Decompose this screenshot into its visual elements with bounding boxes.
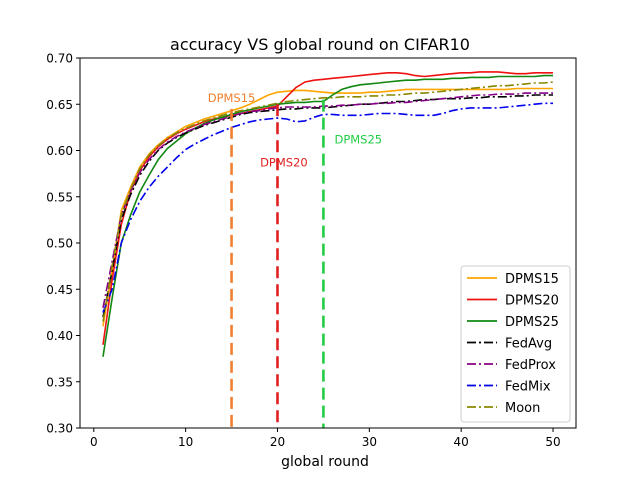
- x-tick-label: 40: [454, 435, 469, 449]
- legend-label-moon: Moon: [505, 401, 540, 416]
- x-tick-label: 50: [545, 435, 560, 449]
- x-tick-label: 0: [90, 435, 98, 449]
- series-line-dpms20: [102, 71, 553, 345]
- marker-label-dpms25: DPMS25: [334, 132, 382, 146]
- y-tick-label: 0.40: [46, 329, 73, 343]
- series-line-fedmix: [102, 102, 553, 313]
- marker-label-dpms20: DPMS20: [260, 156, 308, 170]
- y-axis: 0.30 0.35 0.40 0.45 0.50 0.55 0.60 0.65 0.70: [46, 52, 80, 436]
- x-axis-label: global round: [281, 454, 369, 470]
- series-line-moon: [102, 81, 554, 322]
- y-tick-label: 0.55: [46, 190, 73, 204]
- y-tick-label: 0.30: [46, 422, 73, 436]
- series-line-dpms25: [102, 74, 553, 357]
- series-layer: [102, 71, 554, 357]
- chart-title: accuracy VS global round on CIFAR10: [170, 35, 470, 54]
- annotation-layer: DPMS15 DPMS20 DPMS25: [208, 91, 382, 428]
- y-tick-label: 0.65: [46, 98, 73, 112]
- y-tick-label: 0.35: [46, 375, 73, 389]
- x-tick-label: 30: [362, 435, 377, 449]
- legend-label-dpms15: DPMS15: [505, 272, 559, 287]
- legend: DPMS15 DPMS20 DPMS25 FedAvg FedProx FedMix Moo…: [460, 265, 571, 423]
- x-tick-label: 10: [178, 435, 193, 449]
- series-line-fedprox: [102, 92, 553, 308]
- marker-label-dpms15: DPMS15: [208, 91, 256, 105]
- y-tick-label: 0.45: [46, 283, 73, 297]
- y-tick-label: 0.50: [46, 237, 73, 251]
- series-line-dpms15: [102, 87, 553, 327]
- x-axis: 0 10 20 30 40 50: [90, 428, 561, 449]
- y-tick-label: 0.60: [46, 144, 73, 158]
- x-tick-label: 20: [270, 435, 285, 449]
- legend-label-dpms20: DPMS20: [505, 294, 559, 309]
- legend-label-fedprox: FedProx: [505, 358, 556, 373]
- legend-label-dpms25: DPMS25: [505, 315, 559, 330]
- legend-label-fedavg: FedAvg: [505, 337, 552, 352]
- legend-box: [460, 265, 571, 423]
- legend-label-fedmix: FedMix: [505, 380, 551, 395]
- y-tick-label: 0.70: [46, 52, 73, 66]
